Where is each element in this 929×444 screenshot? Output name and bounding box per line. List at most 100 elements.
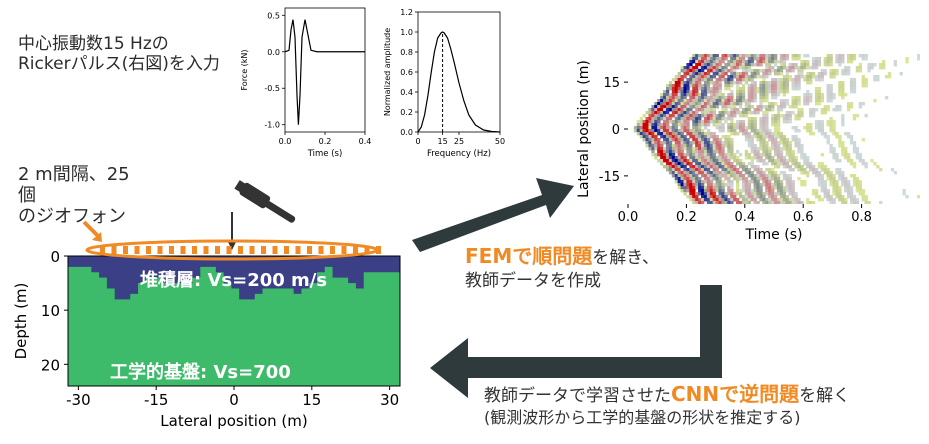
heatmap-cell — [823, 168, 827, 172]
heatmap-cell — [870, 63, 874, 67]
heatmap-cell — [826, 84, 830, 88]
heatmap-cell — [712, 144, 716, 148]
heatmap-cell — [747, 75, 752, 79]
heatmap-cell — [852, 141, 857, 145]
heatmap-cell — [768, 57, 772, 61]
heatmap-cell — [806, 171, 810, 175]
heatmap-cell — [703, 123, 708, 127]
heatmap-cell — [654, 114, 658, 118]
heatmap-cell — [756, 87, 760, 91]
heatmap-cell — [811, 75, 816, 79]
heatmap-cell — [665, 144, 670, 148]
x-tick-label: -15 — [144, 391, 169, 409]
heatmap-cell — [814, 66, 819, 70]
heatmap-cell — [794, 198, 798, 202]
heatmap-cell — [724, 102, 728, 106]
heatmap-cell — [736, 192, 740, 196]
heatmap-cell — [744, 201, 749, 204]
heatmap-cell — [741, 57, 746, 61]
heatmap-cell — [744, 102, 749, 106]
heatmap-cell — [683, 81, 687, 85]
x-tick-label: 0.2 — [676, 210, 697, 225]
heatmap-cell — [771, 102, 775, 106]
heatmap-cell — [698, 132, 702, 136]
heatmap-cell — [800, 111, 804, 115]
heatmap-cell — [741, 60, 746, 64]
heatmap-cell — [738, 93, 743, 97]
heatmap-cell — [712, 57, 716, 61]
heatmap-cell — [683, 84, 687, 88]
heatmap-cell — [774, 174, 778, 178]
heatmap-cell — [750, 129, 754, 133]
heatmap-cell — [747, 60, 752, 64]
heatmap-cell — [771, 60, 775, 64]
heatmap-cell — [750, 72, 754, 76]
heatmap-cell — [730, 78, 734, 82]
heatmap-cell — [823, 192, 827, 196]
heatmap-cell — [776, 141, 781, 145]
heatmap-cell — [849, 102, 854, 106]
heatmap-cell — [657, 111, 661, 115]
heatmap-cell — [692, 198, 696, 202]
heatmap-cell — [762, 132, 766, 136]
heatmap-cell — [733, 60, 737, 64]
heatmap-cell — [803, 156, 807, 160]
heatmap-cell — [768, 129, 772, 133]
heatmap-cell — [849, 90, 854, 94]
heatmap-cell — [797, 147, 801, 151]
heatmap-cell — [698, 75, 702, 79]
heatmap-cell — [654, 108, 658, 112]
heatmap-cell — [774, 177, 778, 181]
heatmap-cell — [852, 195, 857, 199]
heatmap-cell — [873, 99, 877, 103]
heatmap-cell — [715, 54, 719, 58]
heatmap-cell — [864, 81, 868, 85]
heatmap-cell — [654, 111, 658, 115]
heatmap-cell — [686, 150, 690, 154]
heatmap-cell — [736, 96, 740, 100]
heatmap-cell — [736, 84, 740, 88]
heatmap-cell — [803, 183, 807, 187]
heatmap-cell — [750, 177, 754, 181]
heatmap-cell — [692, 180, 696, 184]
heatmap-cell — [701, 201, 705, 204]
heatmap-cell — [771, 114, 775, 118]
heatmap-cell — [835, 72, 839, 76]
heatmap-cell — [747, 120, 752, 124]
heatmap-cell — [665, 87, 670, 91]
heatmap-cell — [771, 159, 775, 163]
heatmap-cell — [689, 165, 693, 169]
heatmap-cell — [703, 135, 708, 139]
heatmap-cell — [692, 132, 696, 136]
heatmap-cell — [686, 144, 690, 148]
heatmap-cell — [750, 195, 754, 199]
heatmap-cell — [683, 186, 687, 190]
heatmap-cell — [660, 141, 664, 145]
heatmap-cell — [715, 162, 719, 166]
heatmap-cell — [771, 198, 775, 202]
heatmap-cell — [689, 117, 693, 121]
heatmap-cell — [686, 126, 690, 130]
heatmap-cell — [709, 96, 714, 100]
heatmap-cell — [683, 87, 687, 91]
heatmap-cell — [765, 186, 769, 190]
heatmap-cell — [677, 108, 681, 112]
heatmap-cell — [668, 105, 673, 109]
heatmap-cell — [636, 126, 641, 130]
heatmap-cell — [835, 54, 839, 58]
heatmap-cell — [791, 186, 795, 190]
heatmap-cell — [855, 114, 860, 118]
heatmap-cell — [680, 96, 684, 100]
heatmap-cell — [692, 135, 696, 139]
heatmap-cell — [645, 144, 649, 148]
heatmap-cell — [899, 72, 903, 76]
heatmap-cell — [750, 69, 754, 73]
heatmap-cell — [689, 174, 693, 178]
heatmap-cell — [779, 150, 784, 154]
heatmap-cell — [657, 114, 661, 118]
heatmap-cell — [692, 78, 696, 82]
heatmap-cell — [794, 201, 798, 204]
heatmap-cell — [703, 111, 708, 115]
heatmap-cell — [753, 165, 757, 169]
heatmap-cell — [741, 201, 746, 204]
